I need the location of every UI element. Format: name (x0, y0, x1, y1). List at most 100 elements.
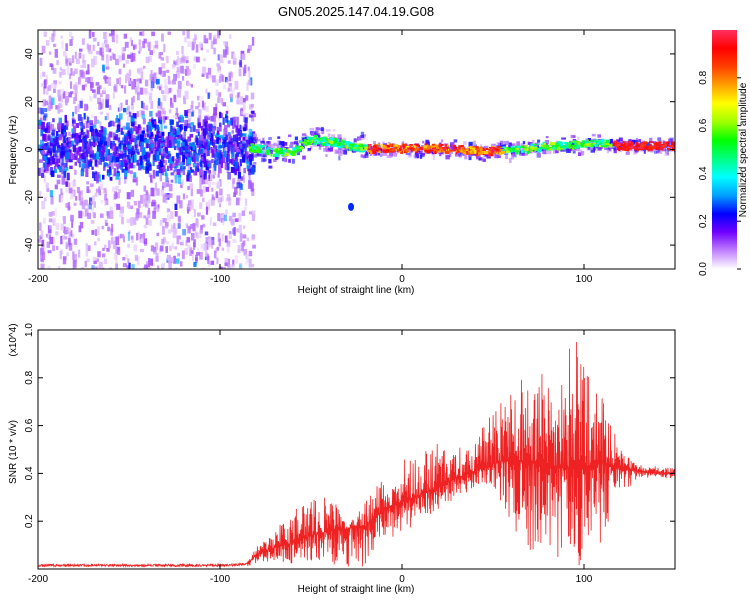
heatmap-cell (294, 136, 298, 141)
heatmap-cell (198, 114, 202, 119)
heatmap-cell (49, 236, 54, 245)
heatmap-cell (96, 50, 100, 55)
heatmap-cell (97, 226, 100, 235)
snr-y-axis-label: SNR (10 * v/v) (8, 420, 19, 484)
spectrogram-y-axis-label: Frequency (Hz) (8, 116, 19, 185)
heatmap-cell (334, 137, 338, 141)
heatmap-cell (481, 157, 484, 161)
heatmap-cell (63, 140, 67, 147)
heatmap-cell (76, 187, 81, 194)
heatmap-cell (392, 152, 398, 156)
heatmap-cell (114, 162, 117, 167)
heatmap-cell (121, 168, 126, 173)
heatmap-cell (399, 147, 402, 151)
heatmap-cell (199, 202, 203, 209)
heatmap-cell (559, 141, 563, 144)
heatmap-cell (149, 50, 153, 56)
heatmap-cell (46, 157, 51, 165)
heatmap-cell (583, 144, 587, 148)
heatmap-cell (65, 181, 68, 187)
heatmap-cell (176, 50, 179, 56)
heatmap-cell (106, 248, 110, 252)
heatmap-cell (231, 77, 234, 82)
heatmap-cell (119, 210, 124, 218)
heatmap-cell (108, 33, 113, 37)
heatmap-cell (91, 114, 95, 118)
heatmap-cell (382, 149, 387, 153)
heatmap-cell (47, 265, 51, 269)
heatmap-cell (89, 197, 93, 205)
y-tick-label: -40 (24, 237, 35, 252)
heatmap-cell (57, 133, 60, 137)
heatmap-cell (663, 141, 668, 144)
heatmap-cell (300, 147, 304, 149)
heatmap-cell (131, 145, 135, 150)
heatmap-cell (157, 140, 161, 148)
heatmap-cell (218, 238, 221, 247)
colorbar-tick-label: 0.2 (698, 214, 709, 228)
heatmap-cell (74, 169, 77, 175)
heatmap-cell (153, 249, 157, 255)
heatmap-cell (204, 142, 208, 150)
heatmap-cell (94, 229, 98, 236)
heatmap-cell (115, 263, 118, 269)
heatmap-cell (45, 134, 48, 142)
heatmap-cell (495, 148, 500, 151)
heatmap-cell (105, 162, 109, 166)
heatmap-cell (53, 43, 57, 47)
heatmap-cell (196, 137, 199, 146)
heatmap-cell (227, 132, 231, 136)
heatmap-cell (261, 144, 266, 147)
heatmap-cell (128, 144, 132, 152)
heatmap-cell (573, 148, 579, 151)
heatmap-cell (252, 210, 256, 218)
heatmap-cell (186, 237, 191, 243)
heatmap-cell (111, 236, 114, 245)
heatmap-cell (174, 174, 178, 184)
heatmap-cell (126, 145, 129, 152)
heatmap-cell (360, 149, 365, 151)
heatmap-cell (199, 139, 203, 147)
heatmap-cell (104, 116, 107, 121)
heatmap-cell (438, 145, 441, 149)
heatmap-cell (166, 55, 169, 64)
heatmap-cell (40, 147, 43, 154)
heatmap-cell (44, 100, 48, 106)
heatmap-cell (486, 145, 489, 150)
heatmap-cell (237, 142, 241, 147)
heatmap-cell (239, 96, 244, 105)
heatmap-cell (175, 267, 178, 269)
heatmap-cell (463, 152, 466, 155)
heatmap-cell (75, 196, 78, 201)
heatmap-cell (58, 103, 63, 108)
heatmap-cell (289, 152, 293, 156)
heatmap-cell (147, 138, 150, 143)
heatmap-cell (140, 248, 144, 253)
heatmap-cell (189, 133, 194, 138)
heatmap-cell (149, 135, 153, 140)
heatmap-cell (187, 119, 191, 123)
heatmap-cell (66, 141, 71, 147)
heatmap-cell (83, 137, 87, 142)
heatmap-cell (155, 134, 159, 141)
heatmap-cell (61, 163, 65, 168)
heatmap-cell (189, 126, 193, 133)
heatmap-cell (400, 150, 403, 154)
heatmap-cell (154, 150, 157, 155)
heatmap-cell (477, 150, 480, 152)
heatmap-cell (216, 246, 220, 251)
heatmap-cell (59, 251, 62, 260)
heatmap-cell (204, 231, 209, 236)
heatmap-cell (612, 143, 615, 146)
heatmap-cell (52, 138, 56, 146)
heatmap-cell (247, 45, 252, 51)
heatmap-cell (218, 122, 222, 127)
heatmap-cell (105, 198, 109, 205)
heatmap-cell (248, 114, 253, 118)
heatmap-cell (133, 172, 137, 178)
heatmap-cell (232, 53, 236, 61)
heatmap-cell (138, 212, 143, 218)
heatmap-cell (78, 249, 81, 258)
heatmap-cell (94, 192, 98, 197)
